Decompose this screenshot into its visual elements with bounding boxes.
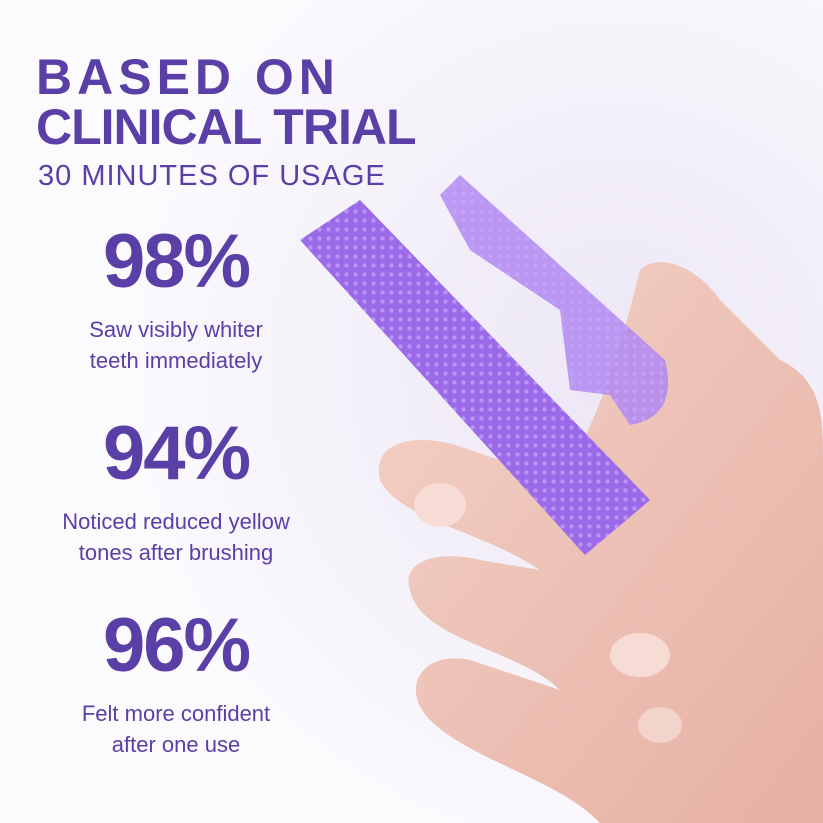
- headline-line-2: CLINICAL TRIAL: [36, 99, 416, 155]
- stat-desc-line-1: Noticed reduced yellow: [62, 509, 290, 534]
- subtitle: 30 MINUTES OF USAGE: [38, 160, 386, 192]
- stat-value: 98%: [102, 219, 251, 304]
- stat-desc-line-1: Saw visibly whiter: [89, 317, 263, 342]
- stat-value: 96%: [102, 603, 251, 688]
- stat-confidence: 96% Felt more confident after one use: [16, 606, 336, 760]
- stat-reduced-yellow: 94% Noticed reduced yellow tones after br…: [16, 414, 336, 568]
- stat-whiter-teeth: 98% Saw visibly whiter teeth immediately: [16, 222, 336, 376]
- headline: BASED ON CLINICAL TRIAL: [36, 49, 416, 155]
- stat-desc-line-2: after one use: [111, 732, 241, 757]
- stat-value: 94%: [102, 411, 251, 496]
- hand: [378, 261, 823, 823]
- whitening-strip-upper: [440, 175, 669, 425]
- stat-desc-line-2: tones after brushing: [78, 540, 274, 565]
- whitening-strip-lower: [300, 200, 650, 555]
- headline-line-1: BASED ON: [36, 49, 340, 105]
- stat-desc-line-1: Felt more confident: [81, 701, 271, 726]
- stat-desc-line-2: teeth immediately: [89, 348, 263, 373]
